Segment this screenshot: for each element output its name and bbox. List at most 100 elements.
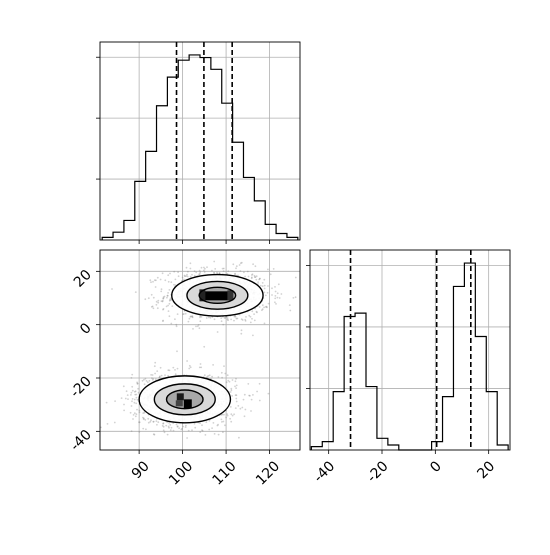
joint-sample-point bbox=[138, 411, 141, 414]
joint-sample-point bbox=[166, 294, 169, 297]
joint-sample-point bbox=[161, 300, 164, 303]
joint-sample-point bbox=[217, 376, 220, 378]
joint-sample-point bbox=[186, 437, 189, 439]
joint-sample-point bbox=[160, 374, 163, 377]
joint-sample-point bbox=[264, 294, 267, 297]
joint-sample-point bbox=[259, 277, 261, 280]
joint-sample-point bbox=[218, 272, 221, 275]
joint-sample-point bbox=[138, 421, 140, 424]
joint-sample-point bbox=[267, 268, 269, 271]
joint-sample-point bbox=[149, 279, 152, 282]
joint-sample-point bbox=[240, 329, 243, 332]
joint-sample-point bbox=[217, 423, 220, 426]
joint-sample-point bbox=[246, 270, 249, 273]
joint-sample-point bbox=[231, 414, 234, 417]
joint-sample-point bbox=[162, 429, 165, 432]
joint-sample-point bbox=[199, 320, 202, 323]
joint-sample-point bbox=[143, 411, 146, 414]
joint-sample-point bbox=[136, 381, 139, 384]
joint-frame bbox=[99, 249, 301, 451]
joint-sample-point bbox=[168, 315, 171, 318]
joint-sample-point bbox=[181, 276, 184, 279]
joint-sample-point bbox=[222, 420, 225, 423]
joint-sample-point bbox=[267, 285, 269, 287]
joint-sample-point bbox=[152, 420, 155, 423]
density-core-cell bbox=[203, 291, 232, 301]
joint-sample-point bbox=[225, 381, 228, 384]
joint-sample-point bbox=[135, 396, 138, 399]
joint-sample-point bbox=[261, 285, 264, 288]
joint-sample-point bbox=[154, 361, 157, 364]
joint-sample-point bbox=[230, 387, 233, 390]
joint-sample-point bbox=[235, 394, 238, 397]
joint-sample-point bbox=[205, 317, 208, 319]
joint-sample-point bbox=[239, 270, 242, 272]
joint-sample-point bbox=[271, 294, 273, 296]
joint-sample-point bbox=[147, 421, 150, 424]
joint-sample-point bbox=[183, 274, 186, 277]
joint-sample-point bbox=[142, 412, 145, 414]
joint-sample-point bbox=[263, 306, 265, 309]
joint-sample-point bbox=[241, 406, 244, 409]
joint-sample-point bbox=[180, 428, 183, 431]
joint-sample-point bbox=[182, 425, 185, 428]
joint-sample-point bbox=[248, 394, 251, 397]
hist-y-xtick-label: 0 bbox=[427, 458, 445, 476]
joint-sample-point bbox=[235, 387, 238, 389]
joint-sample-point bbox=[263, 322, 266, 325]
joint-sample-point bbox=[156, 276, 159, 279]
joint-sample-point bbox=[244, 275, 247, 278]
joint-sample-point bbox=[238, 436, 240, 439]
joint-sample-point bbox=[155, 420, 158, 422]
joint-sample-point bbox=[170, 426, 173, 429]
joint-sample-point bbox=[187, 320, 190, 323]
joint-sample-point bbox=[274, 301, 276, 304]
joint-sample-point bbox=[254, 276, 257, 278]
joint-sample-point bbox=[235, 267, 237, 270]
joint-sample-point bbox=[244, 318, 247, 321]
hist-x-grid bbox=[100, 42, 300, 240]
joint-sample-point bbox=[249, 394, 251, 397]
joint-sample-point bbox=[138, 421, 141, 424]
joint-sample-point bbox=[208, 316, 210, 319]
joint-sample-point bbox=[213, 318, 216, 321]
joint-sample-point bbox=[136, 382, 139, 385]
joint-sample-point bbox=[152, 280, 154, 283]
density-contour-line bbox=[153, 383, 216, 416]
joint-sample-point bbox=[199, 431, 202, 433]
joint-sample-point bbox=[169, 424, 172, 426]
joint-sample-point bbox=[161, 299, 164, 302]
joint-sample-point bbox=[188, 317, 191, 320]
joint-sample-point bbox=[269, 273, 272, 276]
joint-sample-point bbox=[217, 433, 220, 436]
joint-sample-point bbox=[152, 420, 155, 423]
joint-sample-point bbox=[234, 272, 237, 275]
joint-sample-point bbox=[242, 398, 245, 401]
joint-sample-point bbox=[212, 364, 215, 366]
joint-sample-point bbox=[160, 290, 163, 293]
joint-sample-point bbox=[203, 266, 205, 269]
joint-sample-point bbox=[162, 422, 165, 424]
hist-y-xtick-label: 20 bbox=[474, 458, 498, 482]
joint-sample-point bbox=[133, 401, 136, 404]
joint-sample-point bbox=[221, 413, 224, 416]
joint-sample-point bbox=[267, 392, 270, 395]
joint-sample-point bbox=[234, 316, 237, 318]
joint-sample-point bbox=[182, 313, 184, 316]
joint-sample-point bbox=[153, 433, 156, 436]
joint-sample-point bbox=[195, 271, 198, 274]
joint-sample-point bbox=[192, 328, 194, 330]
joint-sample-point bbox=[213, 260, 216, 263]
joint-sample-point bbox=[199, 271, 202, 274]
joint-sample-point bbox=[149, 420, 152, 423]
density-core-cell bbox=[199, 289, 206, 302]
joint-sample-point bbox=[234, 385, 236, 388]
joint-sample-point bbox=[167, 369, 170, 372]
joint-sample-point bbox=[208, 374, 211, 377]
joint-sample-point bbox=[160, 300, 163, 302]
joint-sample-point bbox=[131, 373, 134, 376]
joint-sample-point bbox=[142, 427, 145, 430]
joint-sample-point bbox=[176, 367, 179, 370]
joint-sample-point bbox=[261, 308, 264, 310]
